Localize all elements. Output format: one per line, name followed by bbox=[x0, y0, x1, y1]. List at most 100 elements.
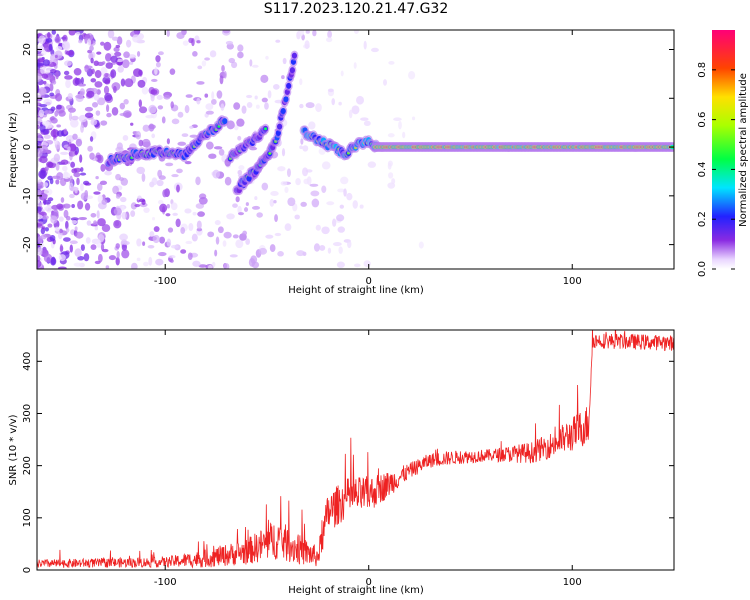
noise-speck bbox=[49, 92, 55, 97]
noise-speck bbox=[100, 41, 105, 46]
noise-speck bbox=[156, 94, 163, 101]
noise-speck bbox=[119, 233, 128, 241]
noise-speck bbox=[42, 59, 50, 67]
noise-speck bbox=[50, 69, 57, 74]
noise-speck bbox=[80, 183, 84, 192]
noise-speck bbox=[254, 95, 258, 100]
noise-speck bbox=[130, 210, 136, 217]
noise-speck bbox=[336, 261, 345, 268]
noise-speck bbox=[39, 104, 48, 108]
noise-speck bbox=[99, 180, 108, 186]
noise-speck bbox=[80, 124, 84, 133]
noise-speck bbox=[228, 57, 236, 64]
noise-speck bbox=[96, 239, 102, 248]
noise-speck bbox=[37, 223, 43, 227]
noise-speck bbox=[37, 259, 42, 268]
spectrogram-frame bbox=[36, 29, 675, 270]
noise-speck bbox=[94, 81, 103, 88]
noise-speck bbox=[70, 161, 76, 168]
noise-speck bbox=[60, 151, 69, 155]
noise-speck bbox=[92, 101, 99, 108]
noise-speck bbox=[69, 244, 73, 253]
noise-speck bbox=[213, 146, 223, 150]
noise-speck bbox=[196, 40, 201, 44]
noise-speck bbox=[207, 264, 213, 269]
noise-speck bbox=[327, 88, 334, 93]
noise-speck bbox=[167, 227, 174, 233]
noise-speck bbox=[331, 98, 335, 106]
noise-speck bbox=[54, 35, 61, 44]
noise-speck bbox=[214, 220, 221, 226]
noise-speck bbox=[184, 161, 192, 165]
noise-speck bbox=[130, 262, 138, 269]
noise-speck bbox=[393, 117, 402, 122]
noise-speck bbox=[339, 204, 345, 209]
noise-speck bbox=[38, 35, 46, 45]
noise-speck bbox=[65, 227, 70, 233]
noise-speck bbox=[123, 99, 129, 105]
noise-speck bbox=[226, 213, 235, 220]
noise-speck bbox=[189, 125, 194, 129]
noise-speck bbox=[65, 50, 74, 56]
noise-speck bbox=[37, 45, 44, 52]
noise-speck bbox=[177, 141, 187, 146]
noise-speck bbox=[67, 146, 71, 152]
noise-speck bbox=[132, 34, 141, 43]
noise-speck bbox=[299, 78, 303, 86]
noise-speck bbox=[62, 172, 71, 180]
noise-speck bbox=[38, 109, 45, 118]
noise-speck bbox=[236, 118, 245, 127]
noise-speck bbox=[79, 154, 83, 163]
noise-speck bbox=[41, 215, 49, 220]
noise-speck bbox=[111, 106, 119, 116]
noise-speck bbox=[118, 177, 125, 182]
noise-speck bbox=[86, 220, 92, 226]
noise-speck bbox=[76, 177, 80, 186]
noise-speck bbox=[51, 175, 61, 179]
noise-speck bbox=[121, 243, 127, 251]
noise-speck bbox=[46, 161, 54, 168]
noise-speck bbox=[260, 74, 269, 83]
noise-speck bbox=[101, 199, 108, 205]
noise-speck bbox=[274, 214, 278, 223]
noise-speck bbox=[59, 244, 63, 253]
noise-speck bbox=[37, 184, 43, 190]
noise-speck bbox=[84, 112, 94, 118]
noise-speck bbox=[72, 133, 78, 140]
noise-speck bbox=[277, 166, 286, 172]
noise-speck bbox=[150, 89, 158, 95]
noise-speck bbox=[48, 43, 53, 51]
noise-speck bbox=[37, 133, 42, 138]
noise-speck bbox=[95, 110, 101, 116]
noise-speck bbox=[411, 116, 416, 121]
noise-speck bbox=[93, 94, 100, 101]
colorbar-gradient bbox=[712, 30, 735, 269]
noise-speck bbox=[192, 211, 197, 216]
noise-speck bbox=[69, 193, 75, 199]
noise-speck bbox=[175, 218, 181, 228]
noise-speck bbox=[273, 84, 280, 90]
noise-speck bbox=[64, 60, 72, 67]
y-tick-label: 300 bbox=[22, 404, 33, 423]
track-body bbox=[280, 107, 286, 114]
noise-speck bbox=[148, 124, 156, 130]
noise-speck bbox=[59, 228, 63, 234]
noise-speck bbox=[387, 133, 395, 138]
noise-speck bbox=[218, 148, 225, 156]
noise-speck bbox=[100, 243, 105, 251]
noise-speck bbox=[310, 190, 320, 197]
noise-speck bbox=[69, 240, 78, 245]
noise-speck bbox=[84, 106, 94, 112]
noise-speck bbox=[78, 114, 88, 123]
noise-speck bbox=[105, 62, 113, 69]
noise-speck bbox=[220, 103, 225, 111]
noise-speck bbox=[63, 128, 68, 135]
noise-speck bbox=[101, 224, 111, 233]
noise-speck bbox=[171, 173, 179, 178]
noise-speck bbox=[116, 250, 120, 259]
noise-speck bbox=[315, 103, 322, 113]
noise-speck bbox=[102, 248, 109, 253]
noise-speck bbox=[141, 173, 146, 182]
noise-speck bbox=[96, 210, 100, 219]
noise-speck bbox=[67, 92, 73, 100]
